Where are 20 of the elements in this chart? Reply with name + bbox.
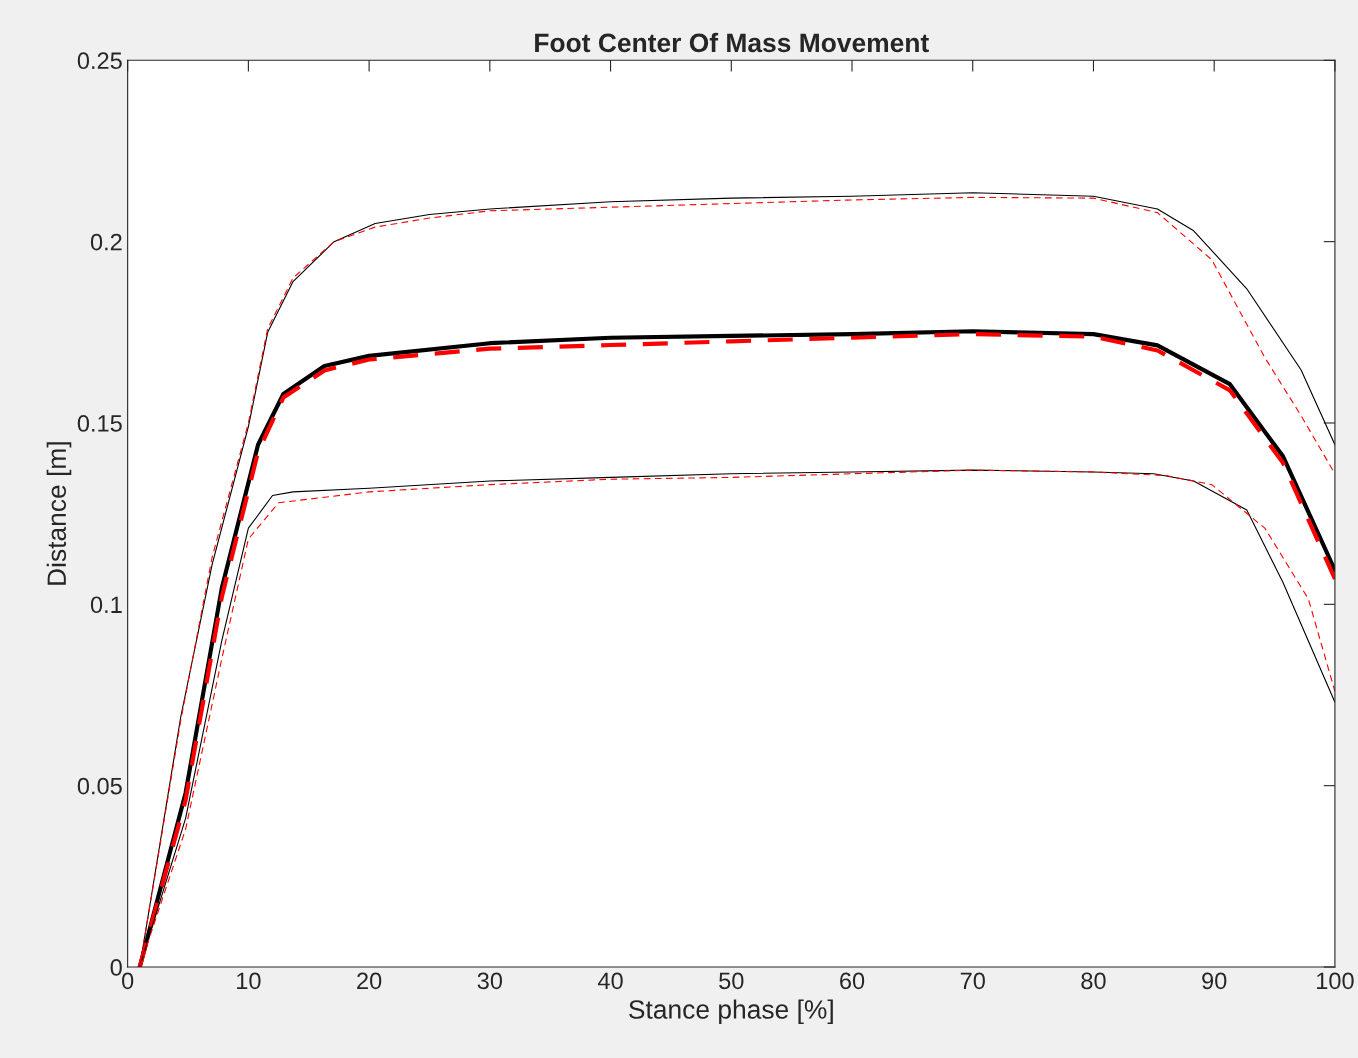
x-tick-label: 100: [1317, 972, 1354, 990]
y-tick-label: 0.1: [90, 596, 122, 614]
y-axis-title: Distance [m]: [46, 442, 72, 585]
y-tick-label: 0.2: [90, 233, 122, 251]
y-tick-label: 0.05: [77, 777, 122, 795]
x-tick-label: 60: [840, 972, 865, 990]
x-tick-label: 50: [719, 972, 744, 990]
x-tick-label: 90: [1202, 972, 1227, 990]
chart-title: Foot Center Of Mass Movement: [535, 32, 929, 53]
x-tick-label: 70: [960, 972, 985, 990]
x-tick-label: 10: [237, 972, 261, 990]
y-tick-label: 0.25: [77, 52, 122, 70]
x-axis-title: Stance phase [%]: [629, 999, 833, 1025]
x-tick-label: 80: [1081, 972, 1106, 990]
y-tick-label: 0: [110, 959, 122, 976]
x-tick-label: 20: [357, 972, 382, 990]
x-tick-label: 40: [597, 972, 623, 990]
x-tick-label: 30: [477, 972, 503, 990]
x-tick-label: 0: [122, 972, 134, 990]
y-tick-label: 0.15: [77, 415, 122, 432]
